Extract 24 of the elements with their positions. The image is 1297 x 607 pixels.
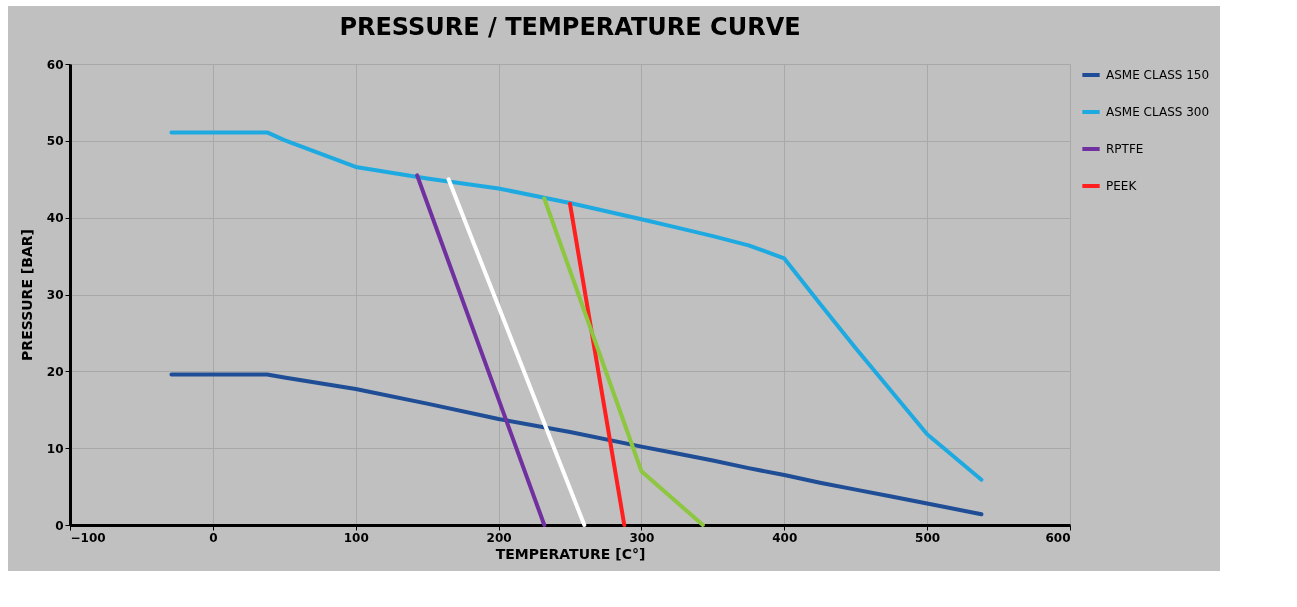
x-tick-label: 500: [915, 530, 941, 545]
line-series: [169, 130, 984, 482]
x-tick-label: 0: [209, 530, 218, 545]
y-tick-label: 60: [46, 57, 64, 72]
x-tick-label: 600: [1045, 530, 1071, 545]
x-tick-label: 100: [343, 530, 369, 545]
x-tick-label: 200: [486, 530, 512, 545]
y-tick-label: 40: [46, 211, 64, 226]
x-tick-label: 300: [629, 530, 655, 545]
y-tick-label: 20: [46, 364, 64, 379]
y-tick-label: 0: [55, 518, 64, 533]
chart-title: PRESSURE / TEMPERATURE CURVE: [339, 13, 801, 41]
x-tick-label: 400: [772, 530, 798, 545]
y-axis-title: PRESSURE [BAR]: [18, 229, 35, 361]
x-tick-label: −100: [70, 530, 106, 545]
legend-label: PEEK: [1106, 179, 1138, 193]
legend-label: ASME CLASS 150: [1106, 68, 1210, 82]
y-tick-label: 50: [46, 134, 64, 149]
x-axis-title: TEMPERATURE [C°]: [495, 545, 646, 562]
legend-label: RPTFE: [1106, 142, 1144, 156]
y-tick-label: 30: [46, 288, 64, 302]
y-tick-label: 10: [46, 441, 64, 456]
line-series: [169, 372, 984, 517]
legend-label: ASME CLASS 300: [1106, 105, 1210, 119]
